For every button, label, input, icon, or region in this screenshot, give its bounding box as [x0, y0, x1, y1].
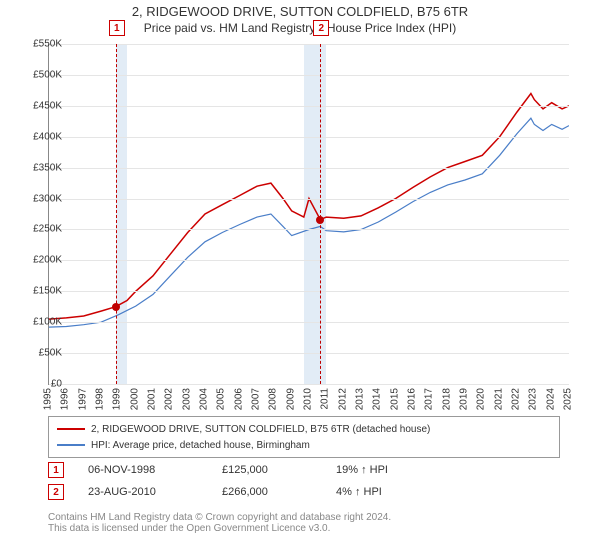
x-axis-tick: 2006 [233, 388, 244, 410]
x-axis-tick: 2007 [251, 388, 262, 410]
gridline [49, 137, 569, 138]
chart-area: 12 £0£50K£100K£150K£200K£250K£300K£350K£… [48, 44, 588, 404]
x-axis-tick: 2005 [216, 388, 227, 410]
gridline [49, 291, 569, 292]
chart-title: 2, RIDGEWOOD DRIVE, SUTTON COLDFIELD, B7… [0, 4, 600, 19]
event-marker-icon: 1 [48, 462, 64, 478]
chart-subtitle: Price paid vs. HM Land Registry's House … [0, 21, 600, 35]
x-axis-tick: 2000 [129, 388, 140, 410]
x-axis-tick: 2004 [199, 388, 210, 410]
x-axis-tick: 2018 [441, 388, 452, 410]
plot-region: 12 [48, 44, 569, 385]
y-axis-tick: £50K [18, 348, 62, 359]
gridline [49, 353, 569, 354]
gridline [49, 260, 569, 261]
series-line-hpi [49, 118, 569, 327]
x-axis-tick: 1999 [112, 388, 123, 410]
y-axis-tick: £450K [18, 100, 62, 111]
series-line-price_paid [49, 94, 569, 320]
x-axis-tick: 2021 [493, 388, 504, 410]
legend-label: HPI: Average price, detached house, Birm… [91, 440, 310, 451]
x-axis-tick: 2001 [147, 388, 158, 410]
legend-swatch [57, 428, 85, 430]
data-point-marker [112, 303, 120, 311]
x-axis-tick: 2010 [303, 388, 314, 410]
footer-line: Contains HM Land Registry data © Crown c… [48, 512, 560, 523]
x-axis-tick: 2012 [337, 388, 348, 410]
event-price: £125,000 [222, 464, 312, 476]
y-axis-tick: £400K [18, 131, 62, 142]
gridline [49, 44, 569, 45]
event-row: 2 23-AUG-2010 £266,000 4% ↑ HPI [48, 482, 560, 502]
x-axis-tick: 2023 [528, 388, 539, 410]
event-vline [320, 44, 321, 384]
x-axis-tick: 2022 [511, 388, 522, 410]
event-marker-icon: 2 [48, 484, 64, 500]
event-marker-icon: 2 [313, 20, 329, 36]
x-axis-tick: 2014 [372, 388, 383, 410]
y-axis-tick: £350K [18, 162, 62, 173]
x-axis-tick: 2016 [407, 388, 418, 410]
x-axis-tick: 2015 [389, 388, 400, 410]
x-axis-tick: 2025 [563, 388, 574, 410]
x-axis-tick: 1997 [77, 388, 88, 410]
legend-item: 2, RIDGEWOOD DRIVE, SUTTON COLDFIELD, B7… [57, 421, 551, 437]
y-axis-tick: £250K [18, 224, 62, 235]
y-axis-tick: £500K [18, 69, 62, 80]
x-axis-tick: 2013 [355, 388, 366, 410]
x-axis-tick: 2008 [268, 388, 279, 410]
chart-title-block: 2, RIDGEWOOD DRIVE, SUTTON COLDFIELD, B7… [0, 0, 600, 35]
footer-line: This data is licensed under the Open Gov… [48, 523, 560, 534]
event-marker-icon: 1 [109, 20, 125, 36]
gridline [49, 168, 569, 169]
y-axis-tick: £100K [18, 317, 62, 328]
x-axis-tick: 2003 [181, 388, 192, 410]
data-point-marker [316, 216, 324, 224]
gridline [49, 322, 569, 323]
x-axis-tick: 2002 [164, 388, 175, 410]
y-axis-tick: £200K [18, 255, 62, 266]
gridline [49, 384, 569, 385]
event-date: 06-NOV-1998 [88, 464, 198, 476]
event-price: £266,000 [222, 486, 312, 498]
gridline [49, 106, 569, 107]
x-axis-tick: 2020 [476, 388, 487, 410]
line-chart-svg [49, 44, 569, 384]
legend-item: HPI: Average price, detached house, Birm… [57, 437, 551, 453]
x-axis-tick: 2009 [285, 388, 296, 410]
x-axis-tick: 1996 [60, 388, 71, 410]
event-table: 1 06-NOV-1998 £125,000 19% ↑ HPI 2 23-AU… [48, 460, 560, 504]
x-axis-tick: 1998 [95, 388, 106, 410]
x-axis-tick: 1995 [43, 388, 54, 410]
y-axis-tick: £300K [18, 193, 62, 204]
x-axis-tick: 2017 [424, 388, 435, 410]
gridline [49, 199, 569, 200]
event-delta: 19% ↑ HPI [336, 464, 388, 476]
event-vline [116, 44, 117, 384]
x-axis-tick: 2019 [459, 388, 470, 410]
footer-attribution: Contains HM Land Registry data © Crown c… [48, 512, 560, 534]
event-row: 1 06-NOV-1998 £125,000 19% ↑ HPI [48, 460, 560, 480]
y-axis-tick: £0 [18, 379, 62, 390]
gridline [49, 75, 569, 76]
y-axis-tick: £150K [18, 286, 62, 297]
x-axis-tick: 2024 [545, 388, 556, 410]
legend-label: 2, RIDGEWOOD DRIVE, SUTTON COLDFIELD, B7… [91, 424, 430, 435]
legend: 2, RIDGEWOOD DRIVE, SUTTON COLDFIELD, B7… [48, 416, 560, 458]
x-axis-tick: 2011 [320, 388, 331, 410]
event-delta: 4% ↑ HPI [336, 486, 382, 498]
gridline [49, 229, 569, 230]
legend-swatch [57, 444, 85, 446]
event-date: 23-AUG-2010 [88, 486, 198, 498]
y-axis-tick: £550K [18, 39, 62, 50]
